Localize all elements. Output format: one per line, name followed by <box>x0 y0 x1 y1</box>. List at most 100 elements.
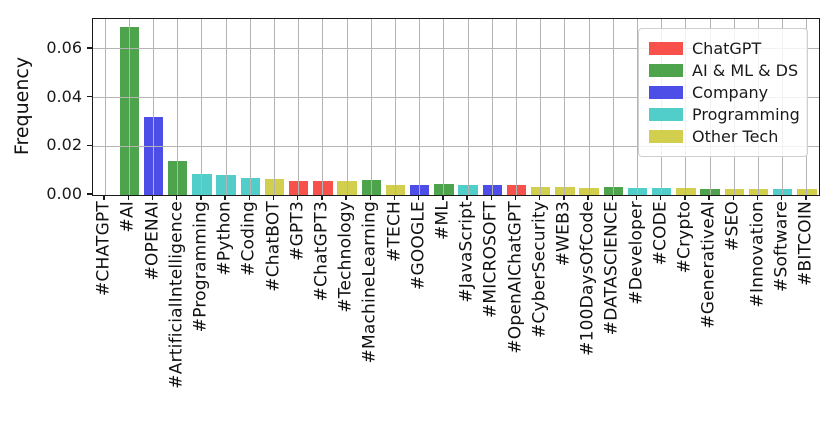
bar-bitcoin <box>797 188 817 195</box>
bar-ml <box>434 184 454 195</box>
x-tick-label-openaichatgpt: #OpenAIChatGPT <box>505 201 525 354</box>
legend-swatch-ai-ml-ds <box>649 64 683 77</box>
legend-entry-ai-ml-ds: AI & ML & DS <box>649 60 799 81</box>
x-tick-mark <box>442 195 444 200</box>
legend-label-ai-ml-ds: AI & ML & DS <box>692 60 799 80</box>
x-tick-mark <box>781 195 783 200</box>
x-tick-mark <box>466 195 468 200</box>
x-axis-labels: #CHATGPT #AI #OPENAI #ArtificialIntelligenc… <box>0 201 834 425</box>
x-tick-label-bitcoin: #BITCOIN <box>795 201 816 286</box>
bar-tech <box>385 184 406 195</box>
x-tick-mark <box>611 195 613 200</box>
bar-google <box>410 184 430 195</box>
x-tick-label-100daysofcode: #100DaysOfCode <box>577 201 598 356</box>
x-tick-mark <box>587 195 589 200</box>
x-tick-mark <box>393 195 396 200</box>
bar-machinelearning <box>361 179 381 195</box>
x-tick-label-technology: #Technology <box>335 201 356 313</box>
x-tick-label-code: #CODE <box>650 201 671 266</box>
x-tick-mark <box>369 195 371 200</box>
x-tick-mark <box>635 195 638 200</box>
bar-developer <box>627 187 648 195</box>
bar-chatgpt3 <box>313 180 333 195</box>
legend-swatch-company <box>649 86 683 99</box>
x-tick-mark <box>563 195 565 200</box>
x-tick-label-web3: #WEB3 <box>553 201 574 267</box>
legend-entry-company: Company <box>649 82 797 103</box>
bar-openaichatgpt <box>506 185 527 195</box>
bar-crypto <box>676 187 696 195</box>
legend-swatch-programming <box>649 108 683 121</box>
x-tick-mark <box>200 195 202 200</box>
x-tick-label-software: #Software <box>771 201 792 292</box>
x-tick-mark <box>805 195 807 200</box>
y-tick-label-0-06: 0.06 <box>46 37 82 57</box>
bar-coding <box>240 177 260 195</box>
x-tick-mark <box>224 195 226 200</box>
x-tick-label-microsoft: #MICROSOFT <box>480 201 501 319</box>
x-tick-label-cybersecurity: #CyberSecurity <box>529 201 550 339</box>
legend-label-programming: Programming <box>692 104 800 124</box>
bar-chatbot <box>264 179 285 195</box>
bar-gpt3 <box>289 180 309 195</box>
bar-software <box>773 188 793 195</box>
x-tick-label-coding: #Coding <box>238 201 259 276</box>
legend-label-chatgpt: ChatGPT <box>692 38 762 58</box>
x-tick-mark <box>514 195 517 200</box>
x-tick-mark <box>297 195 299 200</box>
y-tick-mark <box>87 47 92 49</box>
x-tick-mark <box>539 195 541 200</box>
x-tick-mark <box>272 195 275 200</box>
bar-javascript <box>458 185 478 195</box>
x-tick-mark <box>345 195 347 200</box>
x-tick-mark <box>660 195 662 200</box>
y-tick-mark <box>87 193 92 195</box>
x-tick-label-programming: #Programming <box>190 201 211 333</box>
x-tick-mark <box>732 195 734 200</box>
bar-web3 <box>555 187 575 195</box>
bar-datascience <box>603 186 623 195</box>
bar-cybersecurity <box>531 187 551 195</box>
x-tick-mark <box>708 195 710 200</box>
x-tick-label-ml: #ML <box>432 201 453 240</box>
x-tick-mark <box>418 195 420 200</box>
legend-label-company: Company <box>692 82 769 102</box>
legend: ChatGPT AI & ML & DS Company Programming Oth… <box>638 28 808 157</box>
x-tick-label-chatgpt3: #ChatGPT3 <box>311 201 332 302</box>
x-tick-label-machinelearning: #MachineLearning <box>359 201 380 364</box>
bar-seo <box>724 188 744 195</box>
bar-technology <box>337 180 357 195</box>
y-tick-mark <box>87 144 92 146</box>
legend-swatch-chatgpt <box>649 42 683 55</box>
x-tick-label-innovation: #Innovation <box>747 201 767 308</box>
legend-label-other-tech: Other Tech <box>692 126 779 146</box>
bar-openai <box>143 117 164 195</box>
legend-entry-chatgpt: ChatGPT <box>649 38 797 59</box>
x-tick-mark <box>248 195 250 200</box>
x-tick-label-generativeai: #GenerativeAI <box>698 201 719 329</box>
y-tick-label-0-04: 0.04 <box>46 86 82 106</box>
x-tick-mark <box>756 195 759 200</box>
x-tick-label-seo: #SEO <box>722 201 743 251</box>
bar-microsoft <box>482 185 502 195</box>
y-tick-mark <box>87 95 92 98</box>
x-tick-label-chatgpt: #CHATGPT <box>93 201 114 297</box>
x-tick-label-python: #Python <box>214 201 235 276</box>
y-tick-label-0-02: 0.02 <box>46 135 82 155</box>
x-tick-label-javascript: #JavaScript <box>456 201 477 303</box>
legend-swatch-other-tech <box>649 130 683 143</box>
x-tick-mark <box>151 195 154 200</box>
x-tick-mark <box>176 195 178 200</box>
x-tick-label-artificialintelligence: #ArtificialIntelligence <box>166 201 187 389</box>
bar-programming <box>192 173 212 195</box>
x-tick-label-chatbot: #ChatBOT <box>263 201 283 292</box>
x-tick-label-google: #GOOGLE <box>408 201 429 290</box>
x-tick-label-developer: #Developer <box>626 201 646 305</box>
bar-code <box>652 187 672 195</box>
bar-ai <box>119 27 139 195</box>
x-tick-mark <box>684 195 686 200</box>
x-tick-mark <box>490 195 492 200</box>
x-tick-label-openai: #OPENAI <box>142 201 162 281</box>
x-tick-label-datascience: #DATASCIENCE <box>601 201 622 336</box>
